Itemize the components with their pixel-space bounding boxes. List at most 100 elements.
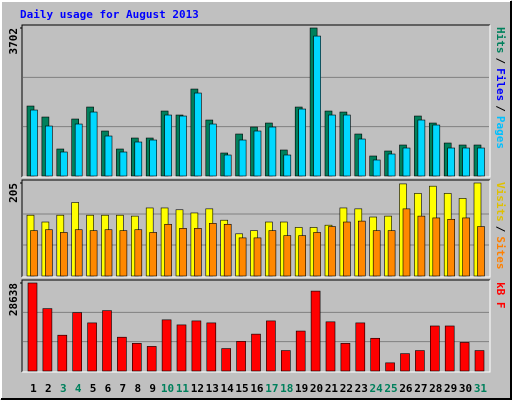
bar <box>191 320 202 372</box>
x-tick-label: 24 <box>370 382 384 395</box>
bar <box>117 336 127 372</box>
bar <box>238 237 247 277</box>
x-tick-label: 5 <box>90 382 97 395</box>
bar <box>179 115 187 177</box>
bar <box>477 226 485 277</box>
bar <box>313 232 321 277</box>
bar <box>328 114 336 177</box>
x-tick-label: 10 <box>161 382 174 395</box>
bar <box>432 217 441 277</box>
bar <box>253 237 262 277</box>
x-tick-label: 30 <box>459 382 472 395</box>
bar <box>119 230 128 277</box>
bar <box>313 35 321 177</box>
bar <box>119 151 128 177</box>
legend-separator: / <box>494 105 507 112</box>
x-tick-label: 1 <box>30 382 37 395</box>
legend-item: Hits <box>494 27 507 54</box>
bar <box>462 147 470 177</box>
bar <box>132 343 142 372</box>
x-tick-label: 20 <box>310 382 323 395</box>
bar <box>328 226 336 277</box>
bar <box>402 147 411 177</box>
x-tick-label: 21 <box>325 382 339 395</box>
bar <box>268 126 277 177</box>
bar <box>134 141 143 177</box>
bar <box>251 333 261 372</box>
x-tick-label: 2 <box>45 382 52 395</box>
bar <box>474 350 485 372</box>
x-tick-label: 11 <box>176 382 190 395</box>
bar <box>149 139 157 177</box>
panel-bevel-light <box>22 180 491 278</box>
panel-bevel-dark <box>21 179 490 277</box>
bar <box>298 108 307 177</box>
legend: Hits / Files / Pages <box>494 27 507 149</box>
y-tick-label: 205 <box>7 183 20 203</box>
bar <box>387 153 396 177</box>
bar <box>459 342 470 372</box>
x-tick-label: 19 <box>295 382 308 395</box>
legend: kB F <box>494 282 507 309</box>
panel-bevel-light <box>22 25 491 178</box>
bar <box>310 290 321 372</box>
legend-item: kB F <box>494 282 507 309</box>
bar <box>59 232 68 277</box>
legend-separator: / <box>494 58 507 65</box>
bar <box>161 319 172 372</box>
bar <box>194 228 202 277</box>
bar <box>45 125 53 177</box>
bar <box>283 154 292 177</box>
bar <box>223 154 232 177</box>
bar <box>74 229 83 277</box>
bar <box>104 229 113 277</box>
bar <box>27 282 38 372</box>
x-tick-label: 16 <box>250 382 264 395</box>
bar <box>57 334 68 372</box>
bar <box>102 310 112 372</box>
bar <box>385 362 395 372</box>
bar <box>149 232 157 277</box>
x-tick-label: 4 <box>75 382 82 395</box>
bar <box>447 218 456 277</box>
x-tick-label: 6 <box>105 382 112 395</box>
bar <box>74 123 83 177</box>
bar <box>221 348 231 372</box>
bar <box>357 138 366 177</box>
bar <box>206 322 217 372</box>
x-tick-label: 3 <box>60 382 67 395</box>
bar <box>104 135 113 177</box>
x-tick-label: 15 <box>235 382 248 395</box>
bar <box>429 325 440 372</box>
bar <box>415 350 425 372</box>
bar <box>253 130 262 177</box>
x-tick-label: 22 <box>340 382 353 395</box>
bar <box>462 217 470 277</box>
bar <box>89 111 98 177</box>
bar <box>340 343 351 372</box>
x-tick-label: 18 <box>280 382 293 395</box>
x-tick-label: 8 <box>134 382 141 395</box>
bar <box>87 322 97 372</box>
bar <box>209 223 217 277</box>
bar <box>268 230 277 277</box>
bar <box>325 321 336 372</box>
bar <box>447 147 456 177</box>
bar <box>266 320 276 372</box>
bar <box>295 330 306 372</box>
x-tick-label: 28 <box>429 382 442 395</box>
bar <box>372 159 381 177</box>
y-tick-label: 3702 <box>7 28 20 55</box>
bar <box>238 139 247 177</box>
bar <box>280 350 291 372</box>
bar <box>343 221 351 277</box>
bar <box>402 208 411 277</box>
legend-item: Visits <box>494 182 507 222</box>
x-tick-label: 31 <box>474 382 488 395</box>
bar <box>164 223 172 277</box>
x-tick-label: 29 <box>444 382 457 395</box>
